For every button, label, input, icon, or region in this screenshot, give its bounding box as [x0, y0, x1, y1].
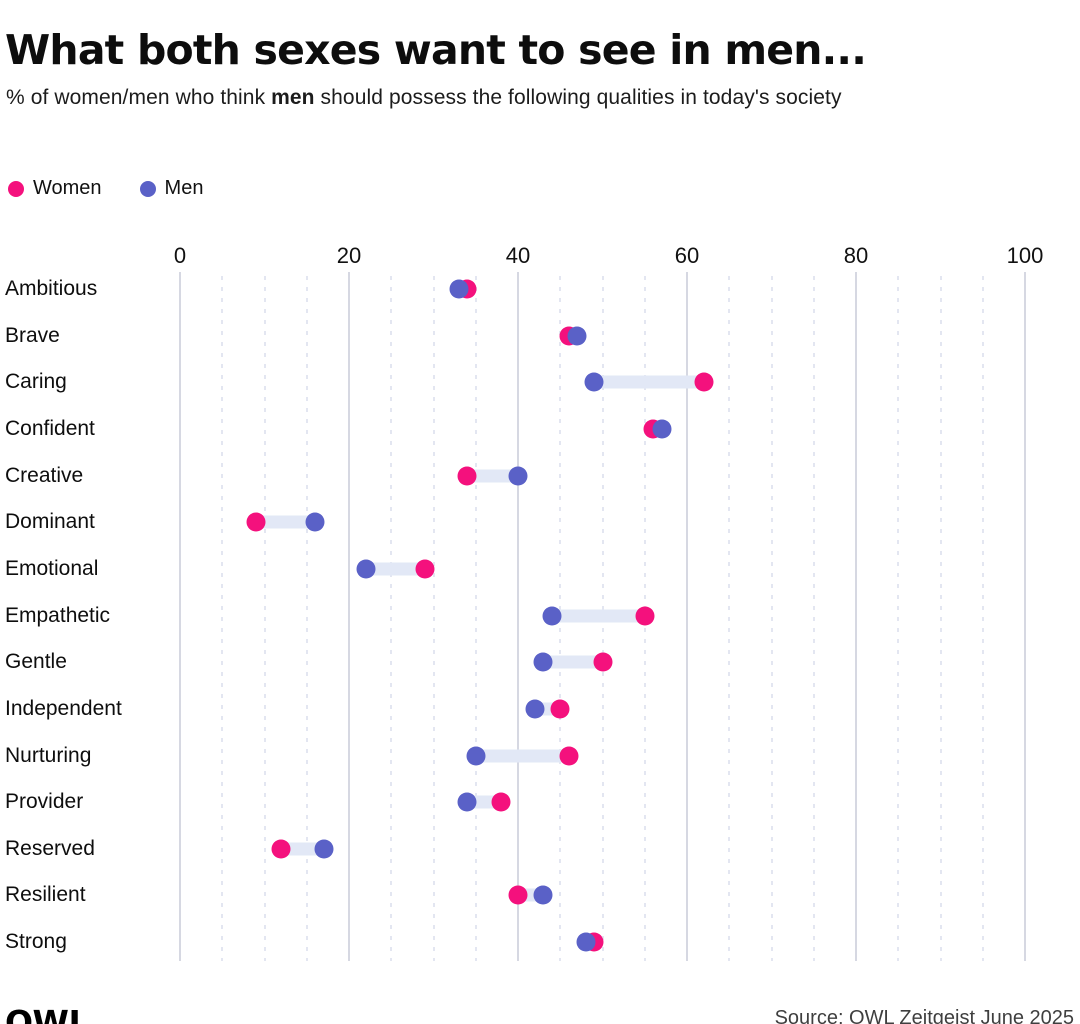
gridline-major	[686, 272, 688, 961]
category-label: Ambitious	[5, 277, 98, 300]
subtitle-suffix: should possess the following qualities i…	[314, 86, 842, 109]
men-legend-dot-icon	[139, 180, 156, 197]
chart-title: What both sexes want to see in men...	[5, 26, 867, 74]
gridline-minor	[939, 276, 942, 961]
legend-item-women: Women	[8, 177, 102, 200]
category-label: Dominant	[5, 510, 95, 534]
legend: Women Men	[8, 177, 203, 200]
gridline-major	[855, 272, 857, 961]
gridline-minor	[981, 276, 984, 961]
gridline-minor	[305, 276, 308, 961]
gridline-major	[1024, 272, 1026, 961]
legend-label-men: Men	[164, 177, 204, 199]
men-dot	[356, 559, 376, 579]
category-label: Independent	[5, 696, 122, 720]
connector-bar	[256, 515, 316, 529]
axis-tick-label: 40	[505, 243, 531, 268]
women-dot	[457, 466, 477, 486]
women-dot	[635, 606, 655, 626]
men-dot	[584, 372, 604, 392]
connector-bar	[594, 375, 704, 389]
category-label: Emotional	[5, 556, 99, 580]
gridline-minor	[474, 276, 477, 961]
category-label: Nurturing	[5, 743, 92, 767]
subtitle-prefix: % of women/men who think	[6, 86, 272, 109]
women-dot	[415, 559, 435, 579]
men-dot	[508, 466, 528, 486]
category-label: Provider	[5, 790, 84, 814]
women-dot	[550, 699, 570, 719]
women-dot	[271, 839, 291, 859]
axis-tick-label: 60	[674, 243, 700, 268]
connector-bar	[543, 655, 603, 669]
gridline-minor	[728, 276, 731, 961]
men-dot	[449, 279, 469, 299]
men-dot	[305, 512, 325, 532]
axis-tick-label: 100	[1006, 243, 1044, 268]
axis-tick-label: 80	[843, 243, 869, 268]
category-label: Brave	[5, 323, 60, 347]
men-dot	[466, 746, 486, 765]
category-label: Reserved	[5, 836, 95, 860]
category-label: Strong	[5, 930, 67, 954]
gridline-minor	[432, 276, 435, 961]
women-dot	[508, 885, 528, 905]
gridline-minor	[897, 276, 900, 961]
gridline-minor	[221, 276, 224, 961]
source-text: Source: OWL Zeitgeist June 2025	[774, 1007, 1074, 1024]
axis-tick-label: 20	[336, 243, 362, 268]
men-dot	[314, 839, 334, 859]
category-label: Caring	[5, 370, 67, 394]
connector-bar	[365, 562, 426, 576]
connector-bar	[551, 609, 645, 623]
category-label: Gentle	[5, 650, 67, 674]
men-dot	[525, 699, 545, 719]
subtitle-bold-word: men	[271, 86, 315, 109]
axis-tick-label: 0	[173, 243, 187, 268]
men-dot	[542, 606, 562, 626]
gridline-major	[517, 272, 519, 961]
gridline-minor	[770, 276, 773, 961]
women-dot	[694, 372, 714, 392]
category-label: Empathetic	[5, 603, 111, 627]
men-dot	[533, 885, 553, 905]
gridline-minor	[812, 276, 815, 961]
category-label: Creative	[5, 463, 84, 487]
gridline-minor	[263, 276, 266, 961]
gridline-major	[348, 272, 350, 961]
connector-bar	[281, 842, 324, 856]
gridline-major	[179, 272, 181, 961]
women-dot	[593, 652, 612, 672]
men-dot	[533, 652, 553, 672]
women-legend-dot-icon	[8, 180, 24, 197]
chart-subtitle: % of women/men who think men should poss…	[6, 86, 842, 110]
connector-bar	[467, 469, 518, 483]
women-dot	[559, 746, 579, 765]
men-dot	[567, 326, 587, 346]
legend-item-men: Men	[139, 177, 204, 200]
men-dot	[652, 419, 672, 439]
gridline-minor	[390, 276, 393, 961]
legend-label-women: Women	[33, 177, 102, 199]
men-dot	[457, 792, 477, 812]
category-label: Confident	[5, 416, 95, 440]
connector-bar	[475, 749, 569, 762]
women-dot	[246, 512, 266, 532]
men-dot	[576, 932, 596, 952]
brand-logo: OWL	[5, 1003, 89, 1024]
category-label: Resilient	[5, 883, 86, 907]
women-dot	[491, 792, 511, 812]
